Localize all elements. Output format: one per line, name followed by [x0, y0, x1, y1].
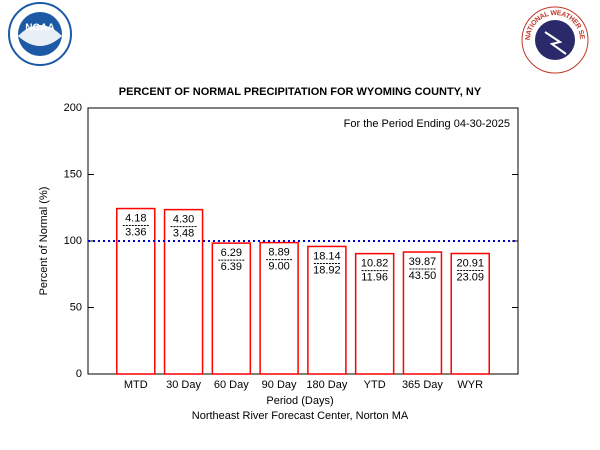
- observed-label: 39.87: [409, 256, 437, 268]
- observed-label: 4.18: [125, 212, 146, 224]
- y-axis-label: Percent of Normal (%): [38, 187, 50, 296]
- observed-label: 18.14: [313, 250, 341, 262]
- y-tick-label: 150: [64, 168, 82, 180]
- normal-label: 11.96: [361, 272, 388, 284]
- y-tick-label: 50: [70, 301, 82, 313]
- bar: [354, 252, 395, 375]
- bar: [211, 242, 252, 375]
- observed-label: 8.89: [268, 247, 289, 259]
- y-tick-label: 200: [64, 102, 82, 114]
- subtitle: For the Period Ending 04-30-2025: [344, 118, 510, 130]
- normal-label: 3.36: [125, 226, 146, 238]
- observed-label: 6.29: [221, 247, 242, 259]
- x-tick-label: 90 Day: [262, 379, 297, 391]
- x-tick-label: YTD: [364, 379, 386, 391]
- x-tick-label: 180 Day: [306, 379, 347, 391]
- y-tick-label: 100: [64, 235, 82, 247]
- bar: [259, 241, 299, 375]
- bar: [402, 251, 443, 375]
- bar: [450, 252, 490, 375]
- x-axis-label: Period (Days): [266, 395, 333, 407]
- normal-label: 23.09: [456, 271, 484, 283]
- observed-label: 20.91: [456, 257, 484, 269]
- normal-label: 9.00: [268, 261, 289, 273]
- noaa-logo: NOAA: [8, 2, 72, 66]
- x-tick-label: 60 Day: [214, 379, 249, 391]
- x-tick-label: 365 Day: [402, 379, 443, 391]
- observed-label: 4.30: [173, 214, 194, 226]
- normal-label: 6.39: [221, 261, 242, 273]
- nws-text: NATIONAL WEATHER SERVICE: [0, 0, 585, 40]
- observed-label: 10.82: [361, 258, 389, 270]
- noaa-text: NOAA: [25, 23, 54, 34]
- nws-logo: NATIONAL WEATHER SERVICE: [0, 0, 589, 74]
- bar: [163, 208, 204, 375]
- nws-text-path: NATIONAL WEATHER SERVICE: [0, 0, 585, 40]
- footer: Northeast River Forecast Center, Norton …: [192, 410, 409, 422]
- bar: [116, 207, 156, 375]
- chart-title: PERCENT OF NORMAL PRECIPITATION FOR WYOM…: [119, 86, 482, 98]
- y-tick-label: 0: [76, 368, 82, 380]
- normal-label: 18.92: [313, 264, 341, 276]
- normal-label: 3.48: [173, 228, 194, 240]
- bar: [307, 245, 347, 375]
- x-tick-label: WYR: [457, 379, 483, 391]
- x-tick-label: 30 Day: [166, 379, 201, 391]
- normal-label: 43.50: [409, 270, 437, 282]
- x-tick-label: MTD: [124, 379, 148, 391]
